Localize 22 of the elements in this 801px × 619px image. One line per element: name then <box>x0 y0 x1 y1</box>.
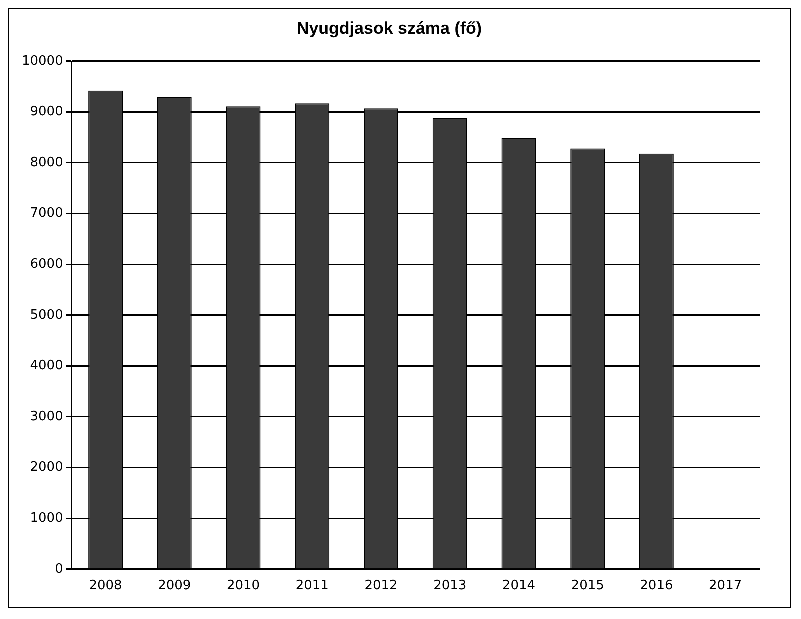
x-tick-label: 2012 <box>364 578 398 594</box>
y-tick-label: 6000 <box>30 256 64 272</box>
y-tick-label: 8000 <box>30 155 64 170</box>
y-tick-label: 1000 <box>30 510 64 526</box>
x-tick-label: 2017 <box>709 578 742 594</box>
y-tick-label: 5000 <box>30 308 64 323</box>
x-tick-label: 2013 <box>434 578 467 594</box>
y-tick-label: 0 <box>55 562 64 577</box>
x-tick-label: 2008 <box>89 578 122 594</box>
x-tick-label: 2014 <box>502 578 536 594</box>
y-tick-label: 10000 <box>22 54 64 69</box>
x-tick-label: 2010 <box>226 578 260 594</box>
x-tick-label: 2015 <box>571 578 604 594</box>
y-tick-label: 7000 <box>30 206 64 222</box>
y-tick-label: 4000 <box>30 358 64 374</box>
x-tick-label: 2011 <box>296 578 329 594</box>
chart-title: Nyugdjasok száma (fő) <box>296 18 482 38</box>
y-tick-label: 3000 <box>30 409 64 424</box>
y-tick-label: 2000 <box>30 460 64 476</box>
y-tick-label: 9000 <box>30 104 64 120</box>
x-tick-label: 2016 <box>640 578 674 594</box>
x-tick-label: 2009 <box>158 578 192 594</box>
